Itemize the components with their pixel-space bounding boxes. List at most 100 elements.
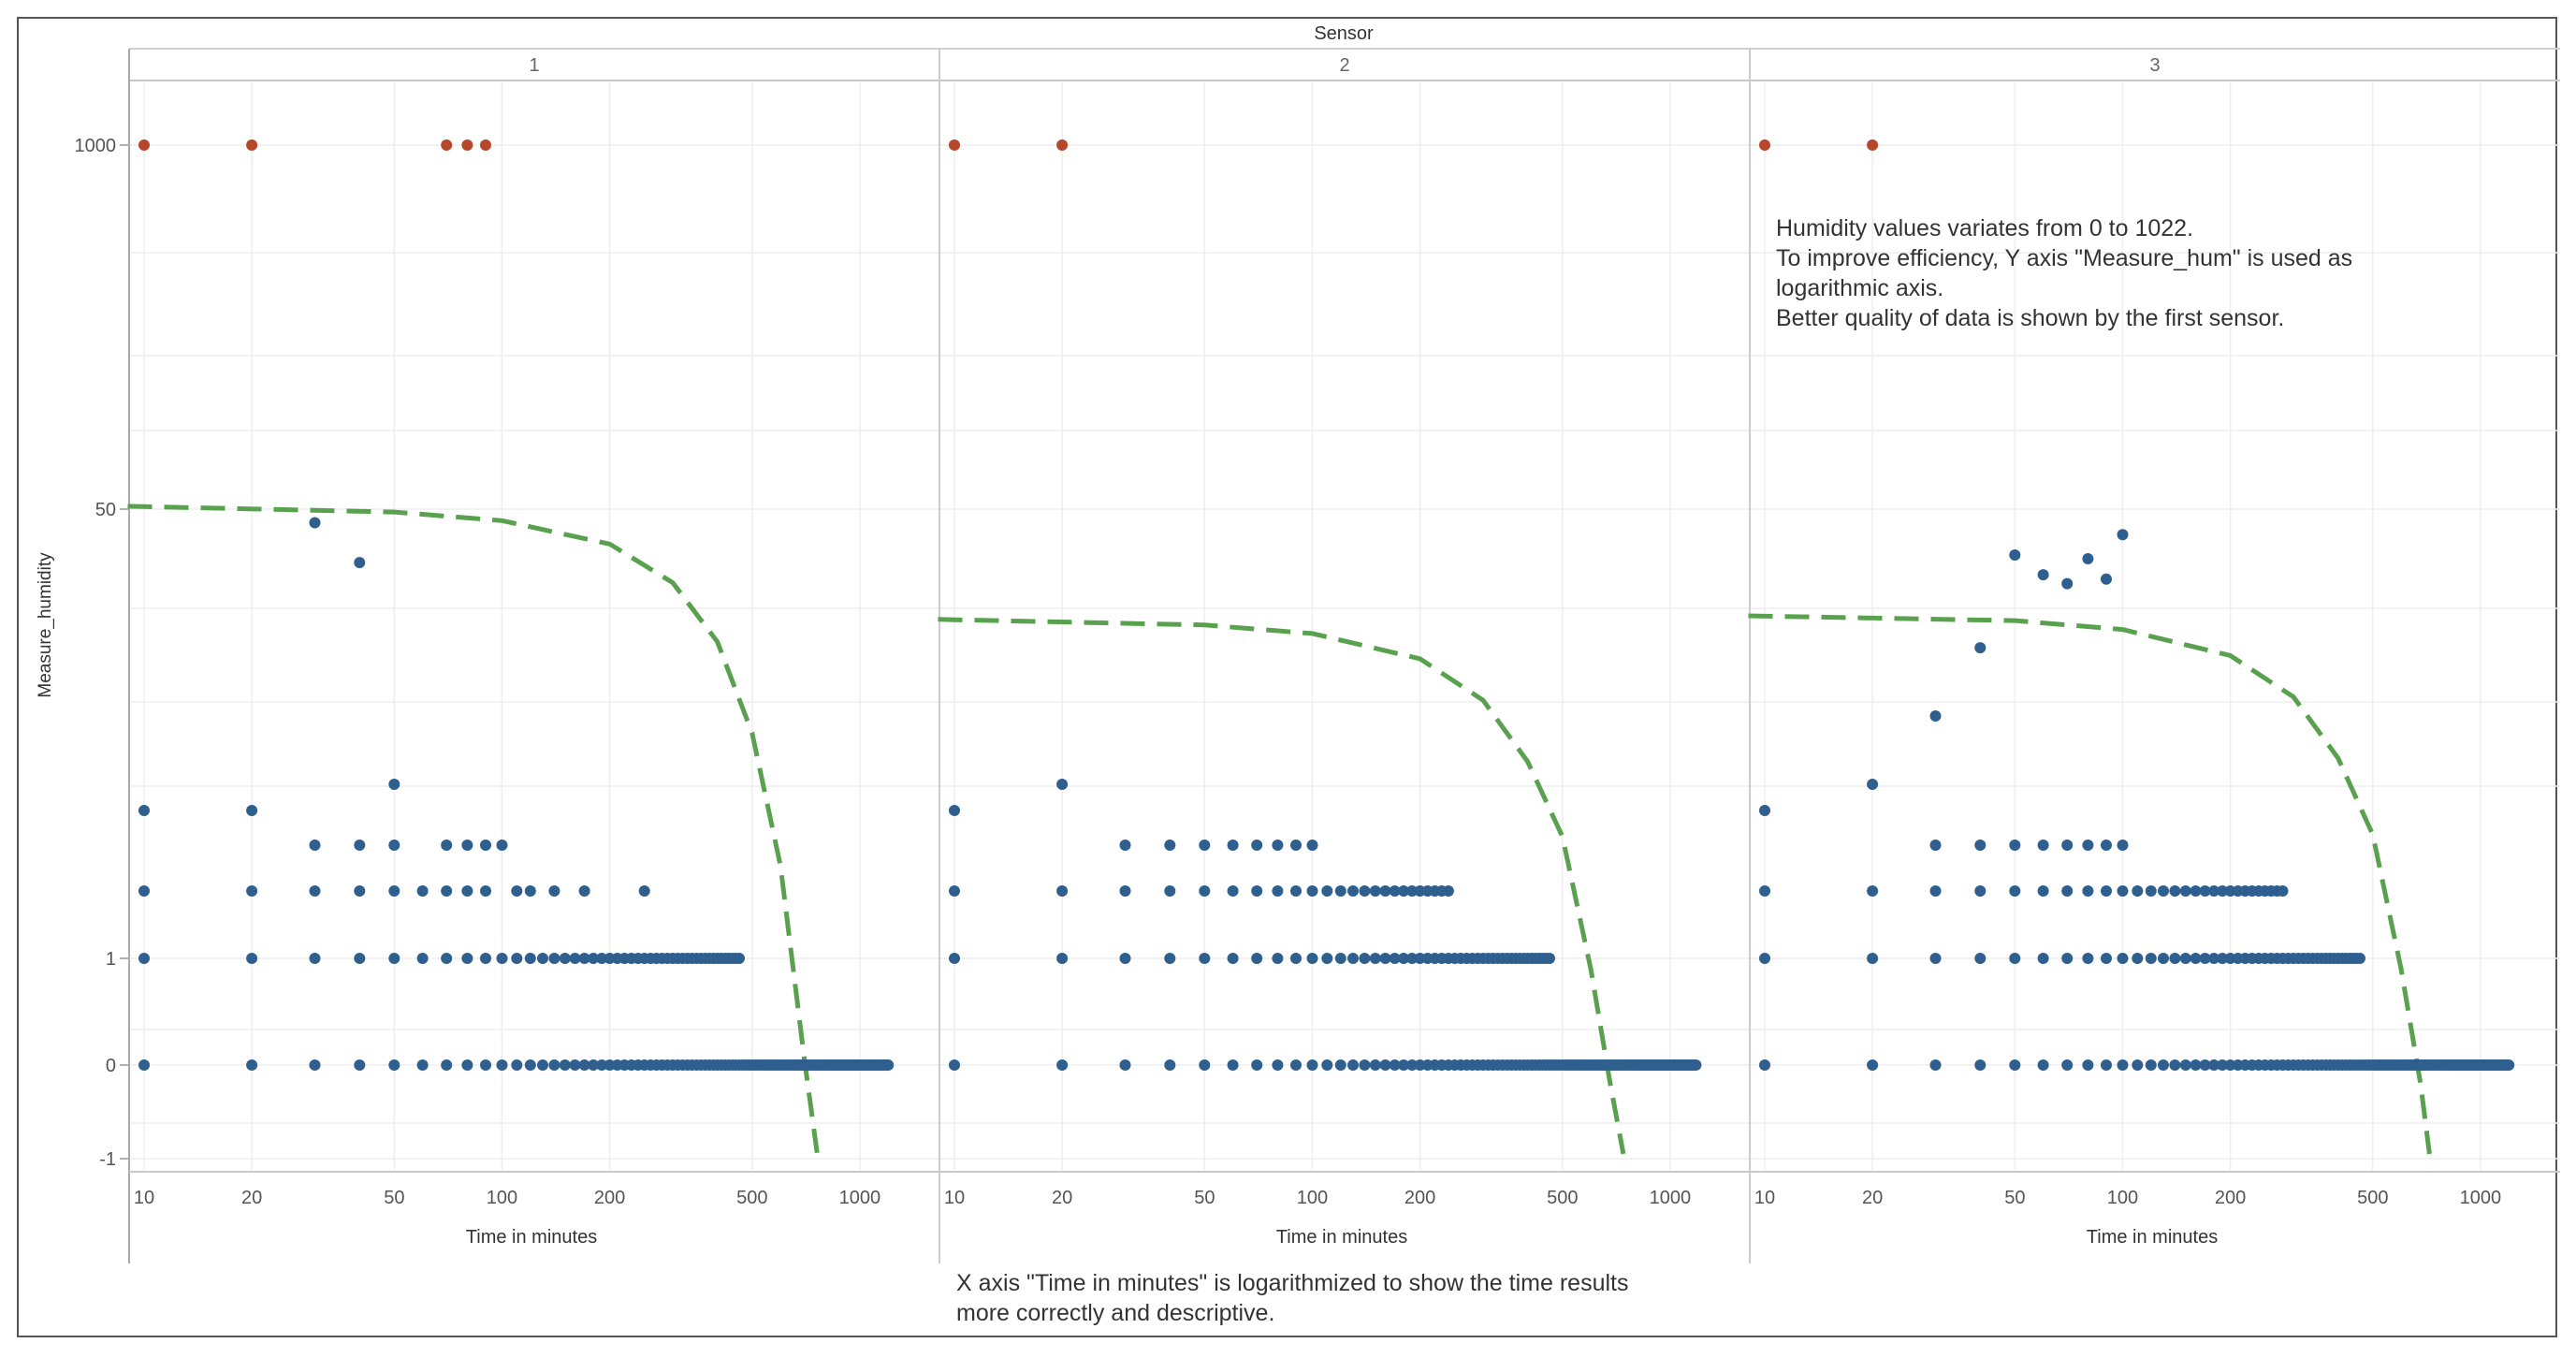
outlier-point bbox=[480, 139, 491, 151]
data-point bbox=[2132, 885, 2144, 897]
data-point bbox=[1347, 953, 1359, 964]
data-point bbox=[2277, 885, 2289, 897]
data-point bbox=[1690, 1059, 1702, 1071]
trend-lines bbox=[127, 504, 2432, 1155]
data-point bbox=[309, 517, 321, 529]
data-point bbox=[1272, 953, 1284, 964]
data-point bbox=[1290, 953, 1302, 964]
trend-curve bbox=[127, 504, 820, 1155]
data-point bbox=[559, 953, 571, 964]
data-point bbox=[2169, 885, 2181, 897]
data-point bbox=[1929, 885, 1942, 897]
data-point bbox=[388, 953, 400, 964]
data-point bbox=[1290, 885, 1302, 897]
data-point bbox=[1347, 885, 1359, 897]
data-point bbox=[596, 1059, 608, 1071]
data-point bbox=[2009, 885, 2021, 897]
x-tick-label: 20 bbox=[1862, 1188, 1883, 1208]
data-point bbox=[1442, 885, 1454, 897]
y-tick-label: 1 bbox=[106, 949, 116, 970]
data-point bbox=[511, 953, 523, 964]
data-point bbox=[246, 885, 258, 897]
data-point bbox=[2117, 529, 2129, 541]
data-point bbox=[388, 840, 400, 851]
data-point bbox=[2217, 885, 2229, 897]
data-point bbox=[138, 805, 150, 816]
data-point bbox=[1199, 840, 1211, 851]
y-tick-label: 1000 bbox=[75, 136, 117, 156]
x-tick-label: 100 bbox=[1297, 1188, 1328, 1208]
humidity-note-line: To improve efficiency, Y axis "Measure_h… bbox=[1776, 245, 2353, 271]
data-point bbox=[480, 840, 491, 851]
data-point bbox=[1359, 953, 1371, 964]
data-point bbox=[524, 953, 536, 964]
x-tick-label: 200 bbox=[1404, 1188, 1435, 1208]
data-point bbox=[1759, 805, 1770, 816]
chart-title: Sensor bbox=[1314, 23, 1374, 44]
data-point bbox=[2082, 553, 2094, 564]
data-point bbox=[2199, 953, 2211, 964]
data-point bbox=[496, 840, 508, 851]
data-point bbox=[2179, 953, 2191, 964]
time-note-line: more correctly and descriptive. bbox=[956, 1300, 1275, 1326]
data-point bbox=[1929, 710, 1942, 722]
data-point bbox=[2037, 569, 2049, 581]
data-point bbox=[1334, 885, 1346, 897]
data-point bbox=[1974, 1059, 1987, 1071]
outlier-point bbox=[138, 139, 150, 151]
data-point bbox=[2132, 1059, 2144, 1071]
data-point bbox=[1272, 1059, 1284, 1071]
data-point bbox=[548, 953, 560, 964]
data-point bbox=[1974, 953, 1987, 964]
data-point bbox=[2037, 885, 2049, 897]
data-point bbox=[1334, 953, 1346, 964]
x-tick-label: 50 bbox=[384, 1188, 404, 1208]
data-point bbox=[2082, 885, 2094, 897]
data-point bbox=[461, 953, 473, 964]
data-point bbox=[246, 953, 258, 964]
data-point bbox=[1359, 1059, 1371, 1071]
panel-header-label: 2 bbox=[1339, 55, 1349, 76]
data-point bbox=[2101, 840, 2112, 851]
x-tick-label: 500 bbox=[1547, 1188, 1578, 1208]
outlier-point bbox=[441, 139, 453, 151]
data-point bbox=[511, 885, 523, 897]
data-point bbox=[559, 1059, 571, 1071]
data-point bbox=[1164, 953, 1176, 964]
data-point bbox=[524, 885, 536, 897]
x-axis-title: Time in minutes bbox=[1276, 1227, 1407, 1248]
data-point bbox=[2169, 1059, 2181, 1071]
data-point bbox=[548, 1059, 560, 1071]
data-point bbox=[309, 1059, 321, 1071]
data-point bbox=[1929, 953, 1942, 964]
data-point bbox=[246, 1059, 258, 1071]
data-point bbox=[2208, 953, 2220, 964]
data-point bbox=[524, 1059, 536, 1071]
data-point bbox=[1867, 953, 1879, 964]
data-point bbox=[2190, 885, 2202, 897]
x-tick-label: 10 bbox=[944, 1188, 965, 1208]
data-point bbox=[2061, 840, 2074, 851]
data-point bbox=[416, 885, 429, 897]
data-point bbox=[2199, 885, 2211, 897]
x-tick-label: 200 bbox=[594, 1188, 625, 1208]
data-point bbox=[388, 1059, 400, 1071]
outlier-point bbox=[1867, 139, 1879, 151]
data-point bbox=[416, 953, 429, 964]
data-point bbox=[138, 1059, 150, 1071]
data-point bbox=[1929, 840, 1942, 851]
data-point bbox=[1290, 840, 1302, 851]
data-point bbox=[1306, 885, 1318, 897]
data-point bbox=[1164, 840, 1176, 851]
data-point bbox=[441, 1059, 453, 1071]
data-point bbox=[416, 1059, 429, 1071]
data-point bbox=[1406, 1059, 1419, 1071]
data-point bbox=[2101, 573, 2112, 585]
data-point bbox=[480, 885, 491, 897]
data-point bbox=[548, 885, 560, 897]
data-point bbox=[1119, 953, 1131, 964]
data-point bbox=[588, 953, 600, 964]
data-point bbox=[2101, 1059, 2112, 1071]
